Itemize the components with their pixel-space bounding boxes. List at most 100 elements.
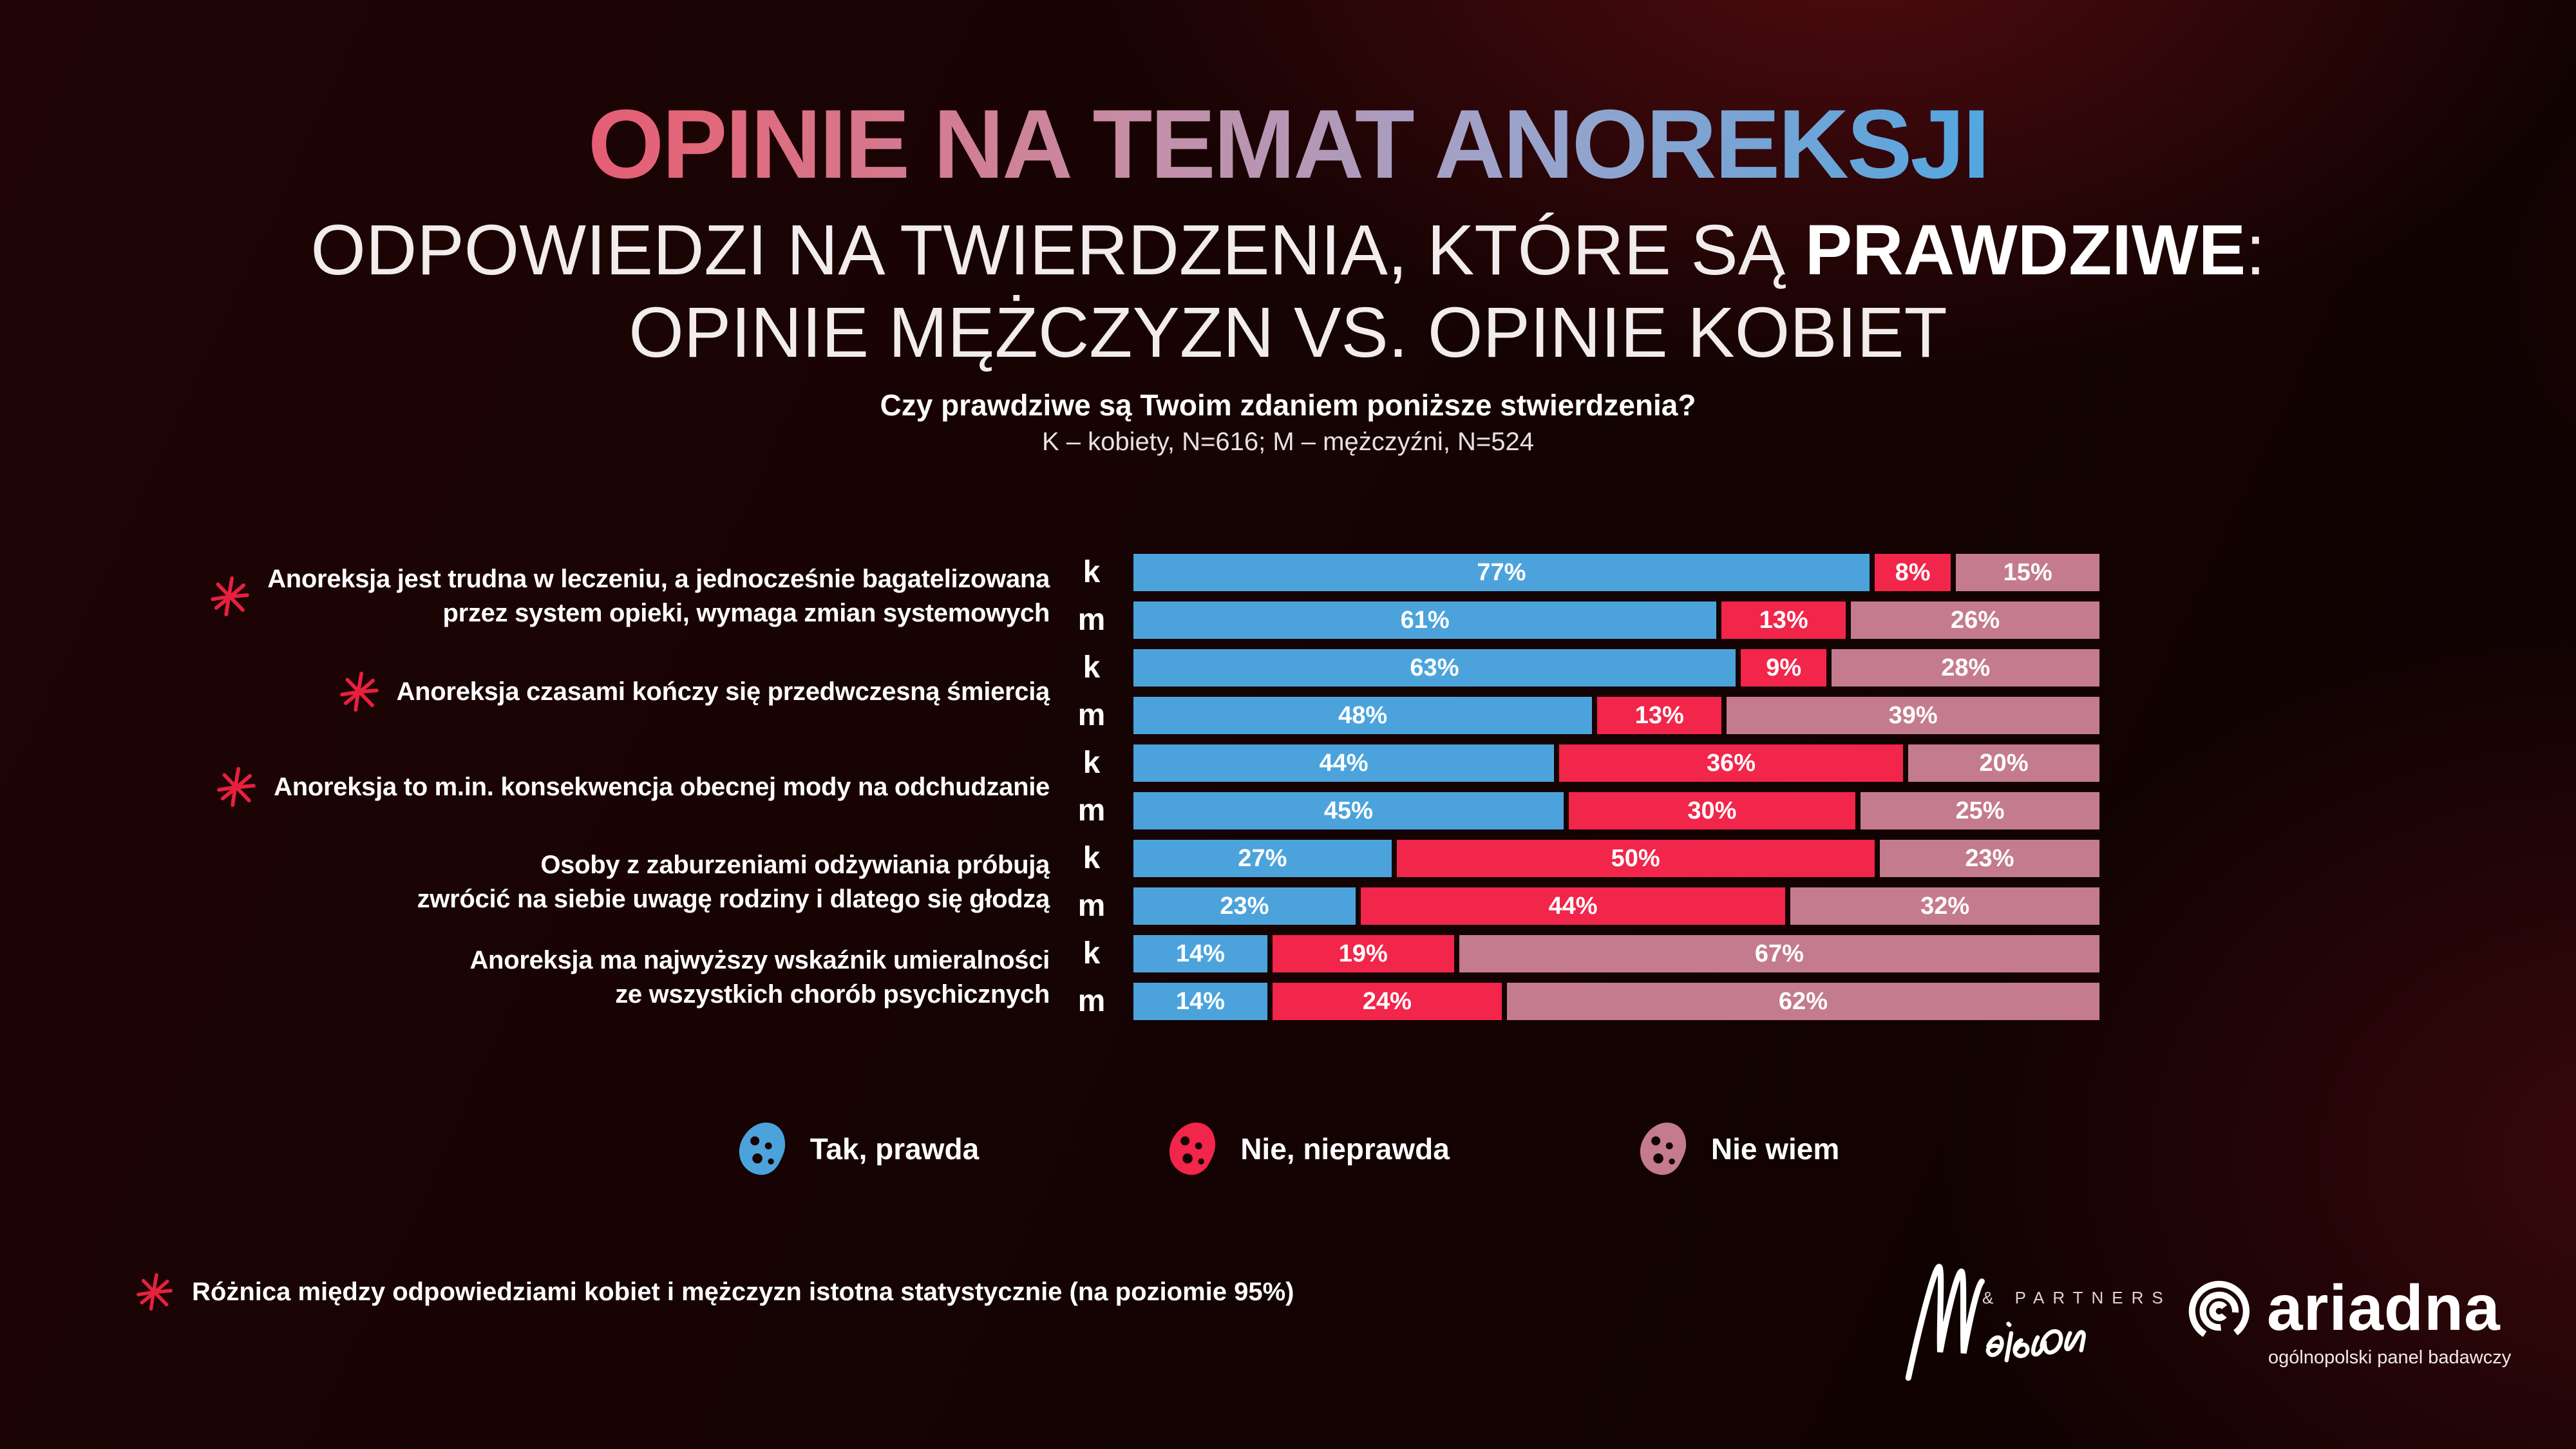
bar-value-label: 25%	[1955, 797, 2005, 824]
group-label-m: m	[1077, 889, 1106, 923]
bar-value-label: 62%	[1778, 987, 1828, 1015]
bar-segment-yes: 63%	[1133, 649, 1736, 687]
bar-segment-dontknow: 32%	[1790, 887, 2099, 925]
legend-label: Tak, prawda	[810, 1132, 980, 1166]
bar-segment-dontknow: 62%	[1506, 983, 2099, 1020]
asterisk-icon	[209, 576, 251, 617]
statement-text: Osoby z zaburzeniami odżywiania próbują …	[417, 848, 1050, 916]
bar-value-label: 27%	[1238, 844, 1287, 872]
bar-segment-dontknow: 28%	[1832, 649, 2099, 687]
group-label-k: k	[1083, 936, 1101, 971]
bar-pair: k 14% 19% 67% m 14% 24% 62%	[1050, 935, 2099, 1020]
bar-value-label: 9%	[1766, 654, 1802, 681]
bar-value-label: 15%	[2003, 558, 2052, 586]
statement-line: ze wszystkich chorób psychicznych	[615, 980, 1050, 1009]
bar-value-label: 39%	[1888, 701, 1938, 729]
bar-value-label: 77%	[1477, 558, 1526, 586]
bar-segment-no: 44%	[1360, 887, 1786, 925]
bar-segment-yes: 27%	[1133, 840, 1392, 877]
subtitle-line1: ODPOWIEDZI NA TWIERDZENIA, KTÓRE SĄ PRAW…	[0, 215, 2576, 286]
bar-line-k: k 63% 9% 28%	[1050, 649, 2099, 687]
chart-row-5: Anoreksja ma najwyższy wskaźnik umieraln…	[193, 935, 2099, 1020]
asterisk-icon	[135, 1273, 174, 1311]
statement-cell: Anoreksja ma najwyższy wskaźnik umieraln…	[193, 943, 1050, 1012]
subtitle-line1-bold: PRAWDZIWE	[1804, 211, 2246, 290]
bar-pair: k 44% 36% 20% m 45% 30% 25%	[1050, 744, 2099, 829]
statement-cell: Anoreksja czasami kończy się przedwczesn…	[193, 671, 1050, 712]
bar-line-k: k 77% 8% 15%	[1050, 554, 2099, 591]
statement-text: Anoreksja jest trudna w leczeniu, a jedn…	[267, 562, 1050, 630]
subtitle-line2: OPINIE MĘŻCZYZN VS. OPINIE KOBIET	[629, 293, 1947, 372]
statement-cell: Osoby z zaburzeniami odżywiania próbują …	[193, 848, 1050, 916]
bar-value-label: 44%	[1548, 892, 1598, 920]
bar-value-label: 45%	[1323, 797, 1373, 824]
bar-line-k: k 44% 36% 20%	[1050, 744, 2099, 782]
group-label-m: m	[1077, 793, 1106, 828]
bar-segment-no: 9%	[1740, 649, 1827, 687]
group-label-k: k	[1083, 650, 1101, 685]
maison-logo: & PARTNERS	[1899, 1248, 2182, 1396]
group-label-k: k	[1083, 841, 1101, 875]
statement-line: Anoreksja ma najwyższy wskaźnik umieraln…	[469, 946, 1050, 975]
group-label-k: k	[1083, 555, 1101, 589]
bar-value-label: 19%	[1338, 940, 1388, 967]
bar-value-label: 44%	[1319, 749, 1368, 777]
footnote: Różnica między odpowiedziami kobiet i mę…	[135, 1273, 1294, 1311]
ariadna-logo-row: ariadna	[2182, 1275, 2511, 1347]
bar-segment-yes: 77%	[1133, 554, 1870, 591]
bar-segment-dontknow: 15%	[1956, 554, 2099, 591]
statement-text: Anoreksja ma najwyższy wskaźnik umieraln…	[469, 943, 1050, 1012]
statement-line: zwrócić na siebie uwagę rodziny i dlateg…	[417, 885, 1050, 913]
legend: Tak, prawda Nie, nieprawda Nie wiem	[0, 1121, 2576, 1177]
ariadna-spiral-icon	[2188, 1280, 2249, 1342]
bar-pair: k 63% 9% 28% m 48% 13% 39%	[1050, 649, 2099, 734]
bar-segment-no: 24%	[1272, 983, 1502, 1020]
bar-line-m: m 23% 44% 32%	[1050, 887, 2099, 925]
legend-item-yes: Tak, prawda	[737, 1121, 979, 1177]
stacked-bar-chart: Anoreksja jest trudna w leczeniu, a jedn…	[193, 554, 2099, 1030]
stacked-bar: 14% 19% 67%	[1133, 935, 2099, 972]
maison-partners-label: & PARTNERS	[1982, 1288, 2172, 1307]
statement-text: Anoreksja to m.in. konsekwencja obecnej …	[274, 770, 1050, 804]
statement-line: Anoreksja jest trudna w leczeniu, a jedn…	[267, 565, 1050, 594]
chart-row-3: Anoreksja to m.in. konsekwencja obecnej …	[193, 744, 2099, 829]
bar-value-label: 28%	[1941, 654, 1991, 681]
ariadna-tagline: ogólnopolski panel badawczy	[2268, 1347, 2512, 1368]
statement-cell: Anoreksja to m.in. konsekwencja obecnej …	[193, 766, 1050, 808]
bar-value-label: 36%	[1707, 749, 1756, 777]
survey-question: Czy prawdziwe są Twoim zdaniem poniższe …	[880, 388, 1696, 422]
bar-segment-dontknow: 26%	[1851, 601, 2099, 639]
bar-value-label: 26%	[1951, 606, 2000, 634]
asterisk-icon	[339, 671, 380, 712]
footnote-text: Różnica między odpowiedziami kobiet i mę…	[192, 1277, 1294, 1306]
bar-line-m: m 14% 24% 62%	[1050, 983, 2099, 1020]
bar-value-label: 13%	[1759, 606, 1808, 634]
bar-segment-no: 13%	[1721, 601, 1846, 639]
legend-label: Nie wiem	[1710, 1132, 1840, 1166]
statement-text: Anoreksja czasami kończy się przedwczesn…	[397, 675, 1050, 709]
stacked-bar: 61% 13% 26%	[1133, 601, 2099, 639]
stacked-bar: 23% 44% 32%	[1133, 887, 2099, 925]
bar-value-label: 61%	[1400, 606, 1450, 634]
bar-segment-yes: 14%	[1133, 983, 1267, 1020]
bar-value-label: 67%	[1754, 940, 1804, 967]
bar-value-label: 14%	[1175, 987, 1225, 1015]
bar-segment-dontknow: 25%	[1861, 792, 2099, 829]
stacked-bar: 63% 9% 28%	[1133, 649, 2099, 687]
bar-line-m: m 61% 13% 26%	[1050, 601, 2099, 639]
bar-segment-no: 50%	[1396, 840, 1875, 877]
bar-line-m: m 45% 30% 25%	[1050, 792, 2099, 829]
statement-line: przez system opieki, wymaga zmian system…	[442, 599, 1050, 627]
chart-row-1: Anoreksja jest trudna w leczeniu, a jedn…	[193, 554, 2099, 639]
blob-icon-no	[1170, 1122, 1216, 1175]
bar-segment-yes: 61%	[1133, 601, 1717, 639]
bar-value-label: 14%	[1175, 940, 1225, 967]
group-label-m: m	[1077, 603, 1106, 637]
bar-segment-yes: 14%	[1133, 935, 1267, 972]
page-title: OPINIE NA TEMAT ANOREKSJI	[0, 95, 2576, 193]
stacked-bar: 77% 8% 15%	[1133, 554, 2099, 591]
stacked-bar: 14% 24% 62%	[1133, 983, 2099, 1020]
group-label-m: m	[1077, 698, 1106, 732]
blob-icon-yes	[739, 1122, 785, 1175]
